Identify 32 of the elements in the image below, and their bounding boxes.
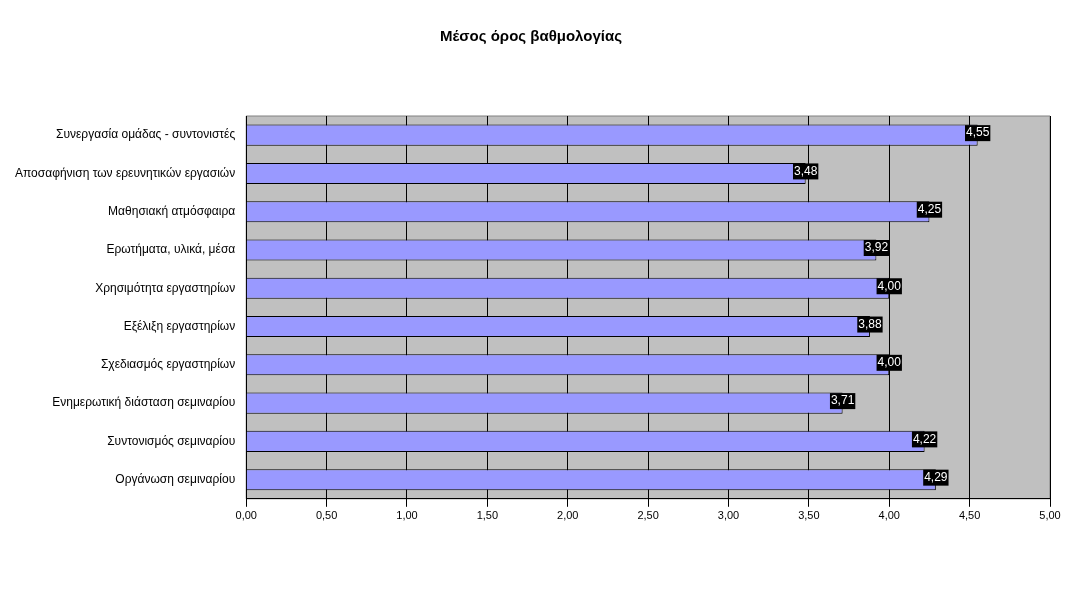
data-label: 3,71 — [830, 393, 855, 408]
data-label: 4,00 — [877, 278, 902, 293]
y-tick-label: Χρησιμότητα εργαστηρίων — [95, 280, 236, 295]
data-label: 4,00 — [877, 355, 902, 370]
y-tick-label: Οργάνωση σεμιναρίου — [115, 471, 236, 486]
x-tick-label: 1,50 — [476, 509, 499, 522]
x-tick-label: 4,50 — [958, 509, 981, 522]
data-label: 4,25 — [917, 202, 942, 217]
x-tick-label: 2,50 — [637, 509, 659, 522]
x-tick-label: 1,00 — [396, 509, 418, 522]
data-label: 4,22 — [912, 431, 937, 446]
x-tick-label: 0,50 — [315, 509, 338, 522]
data-label: 4,29 — [924, 469, 948, 484]
x-tick-label: 3,00 — [717, 509, 740, 522]
y-tick-label: Εξέλιξη εργαστηρίων — [123, 318, 236, 333]
chart-title: Μέσος όρος βαθμολογίας — [440, 27, 623, 45]
data-label: 3,92 — [864, 240, 889, 255]
x-tick-label: 2,00 — [557, 509, 579, 522]
y-tick-label: Συντονισμός σεμιναρίου — [107, 433, 236, 448]
y-tick-label: Συνεργασία ομάδας - συντονιστές — [56, 127, 236, 142]
y-tick-label: Σχεδιασμός εργαστηρίων — [100, 357, 236, 372]
x-tick-label: 0,00 — [235, 509, 257, 522]
x-tick-label: 3,50 — [798, 509, 820, 522]
y-tick-label: Μαθησιακή ατμόσφαιρα — [108, 204, 236, 219]
data-label: 4,55 — [965, 125, 990, 140]
y-tick-label: Αποσαφήνιση των ερευνητικών εργασιών — [15, 165, 236, 180]
data-label: 3,88 — [858, 316, 882, 331]
y-tick-label: Ενημερωτική διάσταση σεμιναρίου — [52, 395, 236, 410]
x-tick-label: 5,00 — [1039, 509, 1061, 522]
data-label: 3,48 — [793, 163, 818, 178]
y-tick-label: Ερωτήματα, υλικά, μέσα — [106, 242, 236, 257]
x-tick-label: 4,00 — [878, 509, 900, 522]
